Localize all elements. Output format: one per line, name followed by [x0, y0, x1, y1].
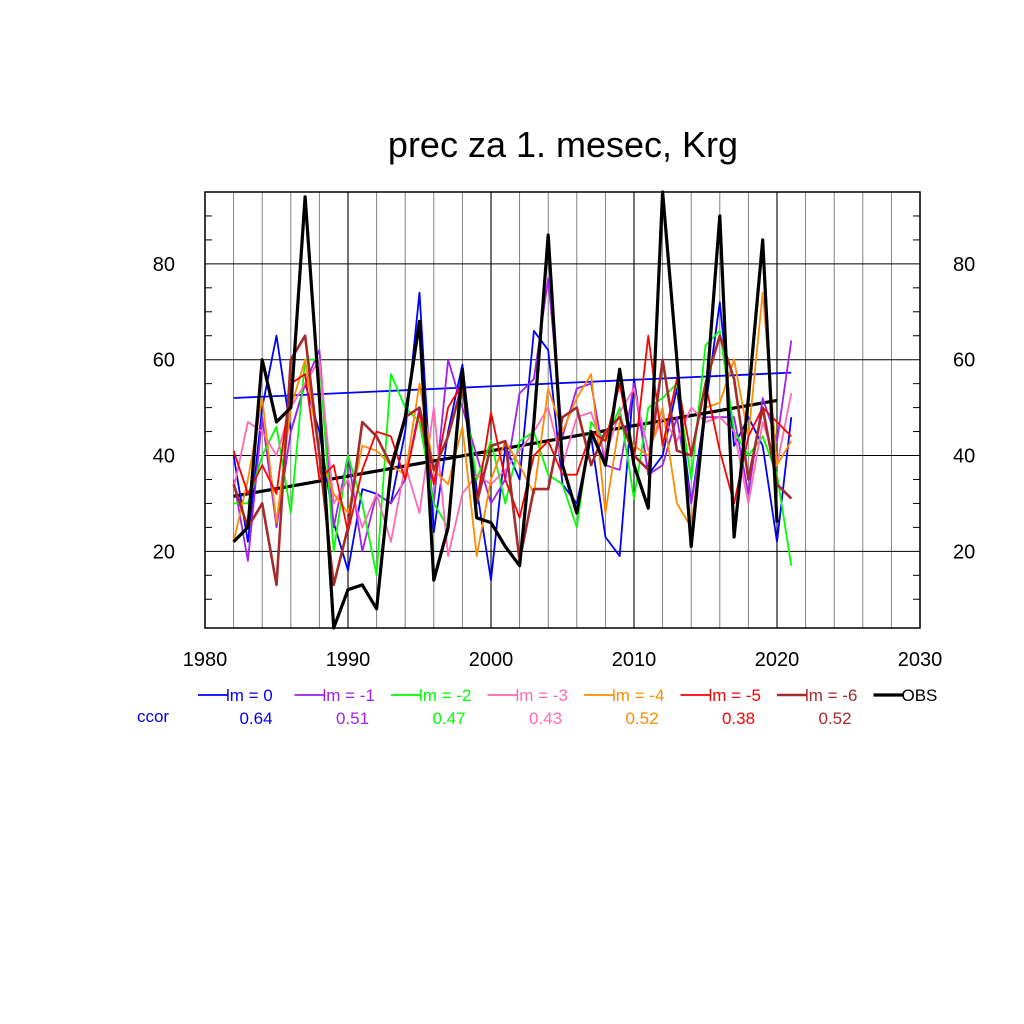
y-tick-label-left: 60 — [153, 350, 175, 372]
legend-label: lm = 0 — [226, 686, 273, 705]
y-tick-label-left: 80 — [153, 254, 175, 276]
y-tick-label-left: 20 — [153, 541, 175, 563]
ccor-value: 0.52 — [818, 709, 851, 728]
ccor-label: ccor — [137, 707, 169, 726]
x-tick-label: 2000 — [469, 649, 514, 671]
x-tick-label: 2020 — [755, 649, 800, 671]
ccor-value: 0.43 — [529, 709, 562, 728]
x-tick-label: 2010 — [612, 649, 657, 671]
legend-label: lm = -5 — [709, 686, 761, 705]
ccor-value: 0.51 — [336, 709, 369, 728]
series-line-lm-1 — [232, 277, 793, 562]
ccor-value: 0.47 — [432, 709, 465, 728]
trend-line — [233, 371, 792, 399]
series-lines — [232, 190, 793, 630]
y-tick-label-right: 40 — [953, 446, 975, 468]
legend-label: lm = -2 — [419, 686, 471, 705]
ccor-value: 0.52 — [625, 709, 658, 728]
ccor-value: 0.64 — [239, 709, 272, 728]
legend: lm = 0 0.64 lm = -1 0.51 lm = -2 0.47 lm = -3 0… — [198, 686, 937, 728]
x-tick-label: 1980 — [183, 649, 228, 671]
x-tick-label: 2030 — [898, 649, 943, 671]
ccor-value: 0.38 — [722, 709, 755, 728]
y-tick-label-left: 40 — [153, 446, 175, 468]
legend-label: lm = -3 — [516, 686, 568, 705]
chart-title: prec za 1. mesec, Krg — [388, 124, 738, 165]
series-line-lm-2 — [233, 329, 793, 577]
legend-label: lm = -4 — [612, 686, 664, 705]
legend-label: lm = -6 — [805, 686, 857, 705]
legend-label: OBS — [902, 686, 938, 705]
y-tick-label-right: 20 — [953, 541, 975, 563]
plot-frame — [204, 191, 921, 629]
legend-label: lm = -1 — [323, 686, 375, 705]
series-line-obs — [232, 190, 779, 630]
y-tick-label-right: 80 — [953, 254, 975, 276]
x-tick-label: 1990 — [326, 649, 371, 671]
y-tick-label-right: 60 — [953, 350, 975, 372]
